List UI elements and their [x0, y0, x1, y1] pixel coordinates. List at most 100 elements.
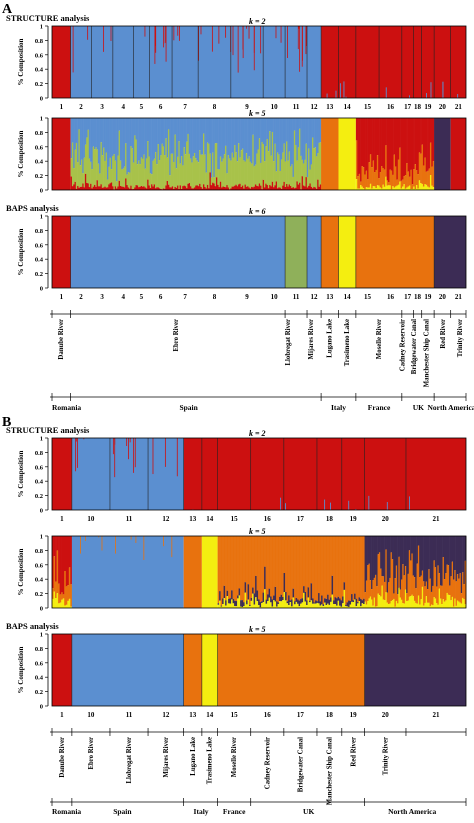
ancestry-bar [165, 26, 166, 43]
population-label: 1 [60, 103, 64, 111]
ancestry-bar [115, 536, 116, 554]
location-label: Moselle River [231, 737, 238, 777]
population-label: 6 [159, 293, 163, 301]
ancestry-bar [457, 94, 458, 98]
population-label: 13 [189, 515, 197, 523]
y-tick-label: 0.8 [35, 646, 44, 653]
y-tick-label: 0.6 [35, 144, 44, 151]
k-label: k = 5 [249, 527, 266, 536]
population-label: 11 [293, 103, 300, 111]
location-label: Mijares River [308, 319, 315, 359]
ancestry-bar [179, 26, 180, 41]
population-label: 11 [293, 293, 300, 301]
population-label: 14 [206, 515, 214, 523]
population-label: 11 [126, 515, 133, 523]
y-tick-label: 1 [40, 534, 43, 541]
ancestry-bar [153, 438, 154, 474]
country-label: Romania [52, 403, 81, 412]
population-label: 14 [344, 103, 352, 111]
population-label: 8 [213, 103, 217, 111]
population-label: 21 [455, 293, 463, 301]
ancestry-bar [298, 26, 299, 49]
population-label: 5 [140, 103, 144, 111]
ancestry-bar [336, 91, 337, 98]
population-label: 14 [206, 711, 214, 719]
ancestry-bar [276, 26, 277, 38]
population-label: 15 [231, 711, 239, 719]
ancestry-bar [225, 26, 226, 38]
population-label: 20 [439, 293, 447, 301]
location-label: Red River [440, 319, 447, 349]
cluster-block [184, 536, 202, 608]
cluster-block [321, 216, 338, 288]
y-tick-label: 0.8 [35, 548, 44, 555]
population-label: 7 [183, 293, 187, 301]
y-axis-label: % Composition [17, 450, 25, 497]
population-label: 10 [87, 515, 95, 523]
population-label: 6 [159, 103, 163, 111]
ancestry-bar [126, 438, 127, 446]
ancestry-bar [343, 81, 344, 98]
cluster-block [434, 118, 451, 190]
ancestry-bar [133, 438, 134, 473]
ancestry-bar [233, 26, 234, 55]
ancestry-bar [238, 26, 239, 73]
ancestry-bar [80, 536, 81, 554]
y-tick-label: 0.4 [35, 577, 44, 584]
population-label: 19 [350, 711, 358, 719]
population-label: 4 [121, 293, 125, 301]
country-label: France [368, 403, 391, 412]
ancestry-bar [431, 82, 432, 98]
population-label: 3 [100, 293, 104, 301]
location-label: Trasimeno Lake [207, 737, 214, 784]
ancestry-bar [131, 536, 132, 540]
location-label: Mijares River [163, 737, 170, 777]
cluster-block [321, 118, 338, 190]
y-tick-label: 0.6 [35, 52, 44, 59]
y-tick-label: 0.2 [35, 271, 43, 278]
population-label: 19 [424, 293, 432, 301]
y-axis-label: % Composition [17, 130, 25, 177]
population-label: 16 [387, 103, 395, 111]
population-label: 5 [140, 293, 144, 301]
y-tick-label: 0 [40, 188, 43, 195]
k-label: k = 2 [249, 429, 266, 438]
cluster-block [184, 438, 466, 510]
population-label: 13 [326, 293, 334, 301]
ancestry-bar [73, 26, 74, 72]
location-label: Manchester Ship Canal [424, 319, 431, 387]
population-label: 12 [162, 515, 170, 523]
ancestry-bar [114, 438, 115, 477]
y-tick-label: 0 [40, 96, 43, 103]
cluster-block [52, 26, 71, 98]
cluster-block [434, 216, 466, 288]
location-label: Cadney Reservoir [264, 737, 271, 789]
population-label: 11 [126, 711, 133, 719]
k-label: k = 2 [249, 17, 266, 26]
country-label: UK [303, 807, 314, 816]
population-label: 20 [382, 515, 390, 523]
country-label: France [223, 807, 246, 816]
country-label: Romania [52, 807, 81, 816]
ancestry-bar [443, 82, 444, 98]
y-tick-label: 0.2 [35, 81, 43, 88]
population-label: 18 [414, 103, 422, 111]
y-axis-label: % Composition [17, 548, 25, 595]
population-label: 1 [60, 515, 64, 523]
population-label: 18 [414, 293, 422, 301]
population-label: 10 [87, 711, 95, 719]
cluster-block [451, 118, 466, 190]
y-tick-label: 0.4 [35, 257, 44, 264]
population-label: 19 [350, 515, 358, 523]
cluster-block [72, 634, 184, 706]
population-label: 8 [213, 293, 217, 301]
cluster-block [321, 26, 466, 98]
ancestry-bar [387, 502, 388, 510]
ancestry-bar [302, 26, 303, 61]
y-tick-label: 0.4 [35, 675, 44, 682]
ancestry-bar [340, 83, 341, 98]
